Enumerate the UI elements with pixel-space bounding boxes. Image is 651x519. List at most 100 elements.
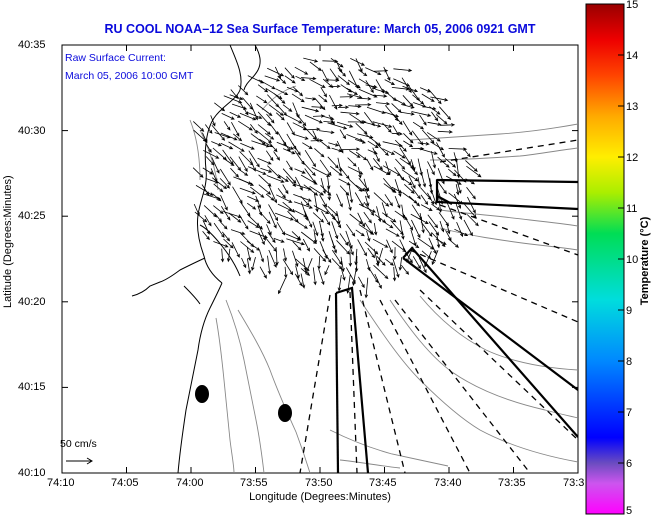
current-vector-arrow bbox=[429, 106, 441, 115]
current-vector-arrow bbox=[398, 257, 403, 271]
current-vector-arrow bbox=[202, 167, 214, 175]
current-vector-arrow bbox=[431, 203, 441, 211]
y-tick-label: 40:25 bbox=[18, 210, 46, 222]
current-vector-arrow bbox=[321, 141, 331, 150]
current-vector-arrow bbox=[213, 183, 224, 193]
current-vector-arrow bbox=[391, 132, 403, 136]
current-vector-arrow bbox=[303, 57, 319, 63]
current-vector-arrow bbox=[256, 103, 273, 117]
current-vector-arrow bbox=[355, 184, 366, 192]
current-vector-arrow bbox=[427, 161, 435, 176]
current-vector-arrow bbox=[348, 104, 362, 109]
current-vector-arrow bbox=[221, 113, 235, 120]
current-vector-arrow bbox=[349, 150, 361, 158]
current-vector-arrow bbox=[275, 246, 279, 266]
current-vector-arrow bbox=[347, 120, 367, 124]
current-vector-arrow bbox=[295, 265, 300, 279]
current-vector-arrow bbox=[373, 94, 388, 98]
current-vector-arrow bbox=[324, 265, 330, 276]
current-vector-arrow bbox=[331, 147, 343, 153]
y-tick-label: 40:15 bbox=[18, 381, 46, 393]
current-vector-arrow bbox=[422, 129, 435, 144]
current-vector-arrow bbox=[352, 266, 357, 287]
current-vector-arrow bbox=[282, 148, 296, 155]
current-vector-arrow bbox=[248, 150, 260, 168]
radar-beams bbox=[299, 139, 578, 473]
current-vector-arrow bbox=[220, 194, 228, 211]
colorbar-tick-label: 5 bbox=[626, 505, 633, 517]
colorbar-tick-label: 15 bbox=[626, 0, 639, 11]
current-vector-arrow bbox=[239, 112, 257, 121]
current-vector-arrow bbox=[401, 104, 415, 109]
current-vector-arrow bbox=[456, 179, 462, 194]
x-tick-label: 74:10 bbox=[47, 477, 75, 489]
current-vector-arrow bbox=[427, 192, 435, 205]
current-vector-arrow bbox=[364, 222, 373, 235]
current-vector-arrow bbox=[420, 221, 433, 237]
current-vector-arrow bbox=[300, 195, 310, 207]
current-vector-arrow bbox=[372, 238, 389, 248]
current-vector-arrow bbox=[286, 160, 293, 171]
station-marker bbox=[278, 404, 292, 422]
current-vector-arrow bbox=[319, 194, 327, 208]
current-vector-arrow bbox=[282, 258, 294, 276]
current-vector-arrow bbox=[431, 250, 439, 266]
current-vector-arrow bbox=[336, 240, 350, 255]
current-vector-arrow bbox=[257, 84, 269, 93]
current-vector-arrow bbox=[386, 239, 393, 254]
current-vector-arrow bbox=[268, 211, 277, 229]
current-vector-arrow bbox=[437, 130, 453, 134]
current-vector-arrow bbox=[292, 142, 301, 156]
current-vector-arrow bbox=[467, 196, 476, 214]
current-vector-arrow bbox=[304, 149, 317, 168]
current-vector-arrow bbox=[372, 147, 380, 163]
current-vector-arrow bbox=[311, 105, 324, 109]
current-vector-arrow bbox=[202, 132, 208, 144]
current-vector-arrow bbox=[364, 187, 370, 200]
current-vector-arrow bbox=[277, 203, 293, 212]
current-vector-arrow bbox=[384, 194, 393, 207]
current-vector-arrow bbox=[312, 114, 325, 118]
current-vector-arrow bbox=[220, 142, 234, 150]
current-vector-arrow bbox=[427, 121, 442, 126]
current-vector-arrow bbox=[303, 127, 321, 132]
current-vector-arrow bbox=[453, 193, 461, 209]
current-vector-arrow bbox=[195, 185, 214, 196]
current-vector-arrow bbox=[256, 95, 268, 104]
current-vector-arrow bbox=[313, 248, 327, 263]
current-vector-arrow bbox=[382, 122, 392, 133]
current-vector-arrow bbox=[340, 267, 346, 281]
current-vector-arrow bbox=[238, 85, 249, 96]
current-vector-arrow bbox=[394, 195, 401, 209]
current-vector-arrow bbox=[249, 102, 258, 121]
current-vector-arrow bbox=[247, 220, 260, 229]
current-vector-arrow bbox=[340, 111, 360, 116]
current-vector-arrow bbox=[230, 229, 246, 235]
current-vector-arrow bbox=[237, 168, 249, 176]
current-vector-arrow bbox=[205, 156, 215, 166]
current-vector-arrow bbox=[192, 167, 204, 178]
current-vector-arrow bbox=[276, 141, 295, 150]
current-vector-arrow bbox=[366, 106, 386, 114]
current-vector-arrow bbox=[300, 273, 306, 289]
current-vector-arrow bbox=[310, 138, 324, 143]
current-vector-arrow bbox=[339, 233, 349, 246]
current-vector-arrow bbox=[383, 66, 391, 82]
current-vector-arrow bbox=[320, 228, 325, 242]
y-tick-label: 40:20 bbox=[18, 296, 46, 308]
current-vector-arrow bbox=[223, 95, 243, 104]
current-vector-arrow bbox=[303, 184, 319, 196]
current-vector-arrow bbox=[268, 249, 277, 268]
current-vector-arrow bbox=[445, 230, 452, 242]
current-vector-arrow bbox=[373, 264, 389, 280]
current-vector-arrow bbox=[321, 210, 331, 226]
current-vector-arrow bbox=[363, 211, 372, 224]
current-vector-arrow bbox=[337, 75, 351, 86]
current-vector-arrow bbox=[367, 247, 376, 259]
current-vector-arrow bbox=[448, 192, 464, 205]
current-vector-arrow bbox=[403, 133, 414, 144]
plot-frame bbox=[61, 44, 579, 474]
current-vector-arrow bbox=[401, 169, 419, 182]
current-vector-arrow bbox=[348, 183, 354, 204]
current-vector-arrow bbox=[364, 122, 382, 128]
